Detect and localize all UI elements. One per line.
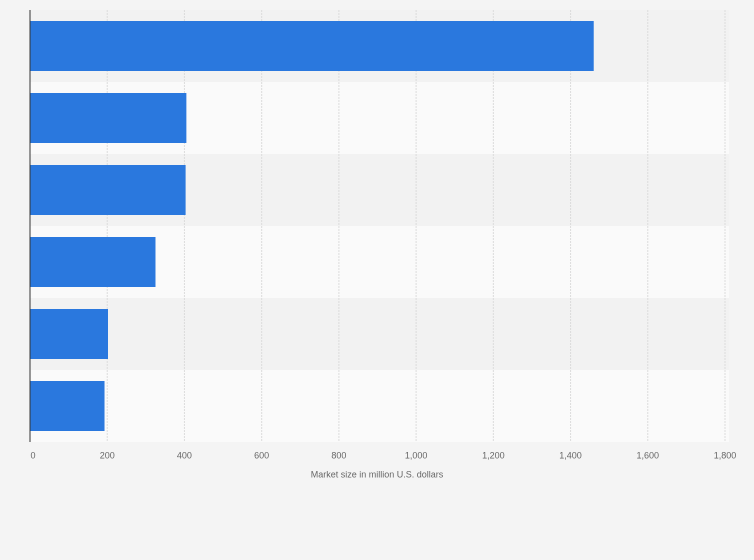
x-axis-label: Market size in million U.S. dollars	[311, 469, 444, 479]
x-tick-label: 1,800	[714, 450, 737, 460]
x-tick-label: 800	[331, 450, 346, 460]
x-tick-label: 400	[177, 450, 192, 460]
x-tick-label: 1,200	[482, 450, 505, 460]
x-tick-label: 0	[30, 450, 35, 460]
bar	[30, 93, 187, 143]
x-tick-label: 1,600	[637, 450, 660, 460]
bar	[30, 381, 105, 431]
bar	[30, 309, 108, 359]
x-tick-label: 1,400	[559, 450, 582, 460]
x-tick-label: 600	[254, 450, 269, 460]
x-tick-label: 1,000	[405, 450, 428, 460]
bar	[30, 165, 186, 215]
row-band	[30, 370, 729, 442]
bar	[30, 21, 594, 71]
row-band	[30, 298, 729, 370]
x-tick-label: 200	[100, 450, 115, 460]
bar	[30, 237, 156, 287]
